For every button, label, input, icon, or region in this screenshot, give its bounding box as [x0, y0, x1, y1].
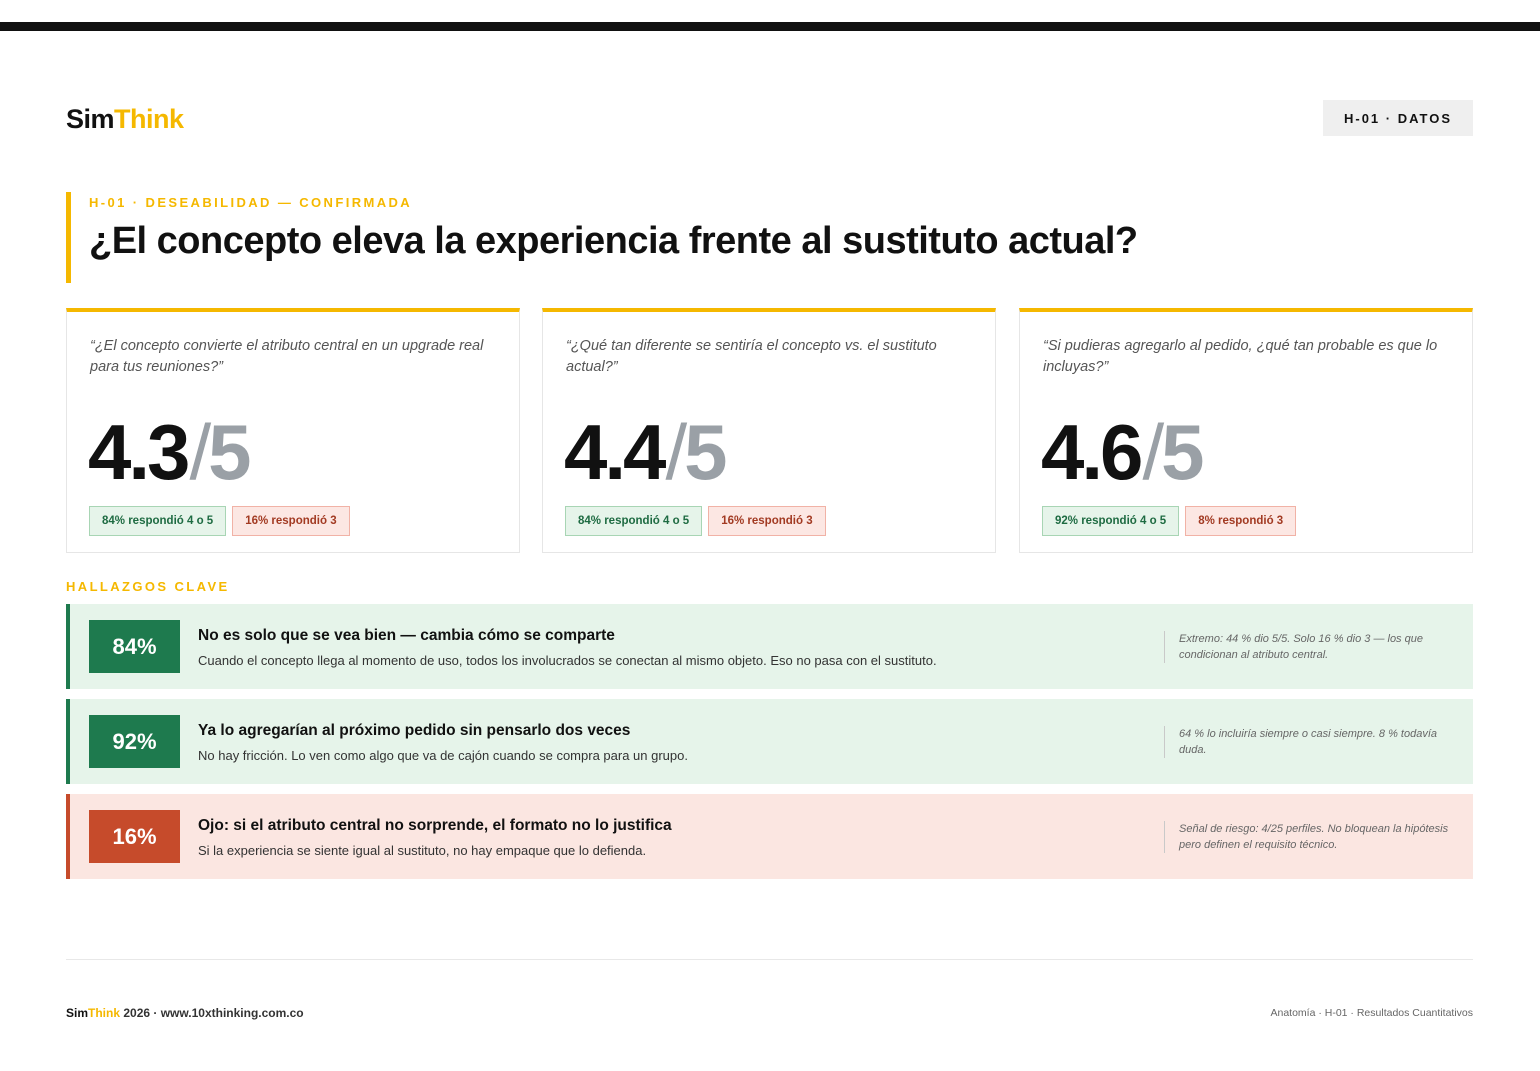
finding-title: No es solo que se vea bien — cambia cómo… [198, 627, 615, 644]
card-pills: 92% respondió 4 o 5 8% respondió 3 [1042, 506, 1297, 536]
card-score: 4.3/5 [88, 408, 252, 496]
logo-think: Think [114, 104, 184, 134]
finding-note: 64 % lo incluiría siempre o casi siempre… [1164, 726, 1454, 758]
metric-card-1: “¿El concepto convierte el atributo cent… [66, 308, 520, 553]
score-value: 4.3 [88, 408, 190, 496]
card-pills: 84% respondió 4 o 5 16% respondió 3 [89, 506, 350, 536]
score-slash: / [665, 408, 687, 496]
finding-description: No hay fricción. Lo ven como algo que va… [198, 748, 688, 763]
footer-brand-sim: Sim [66, 1006, 89, 1020]
top-bar [0, 22, 1540, 31]
card-question: “¿Qué tan diferente se sentiría el conce… [566, 338, 937, 375]
card-score: 4.4/5 [564, 408, 728, 496]
card-pills: 84% respondió 4 o 5 16% respondió 3 [565, 506, 826, 536]
footer-divider [66, 959, 1473, 960]
score-max: 5 [1161, 408, 1204, 496]
positive-pill: 92% respondió 4 o 5 [1042, 506, 1180, 536]
finding-description: Si la experiencia se siente igual al sus… [198, 843, 647, 858]
negative-pill: 16% respondió 3 [708, 506, 826, 536]
footer-brand: SimThink 2026 · www.10xthinking.com.co [66, 1006, 304, 1020]
footer-page-info: Anatomía · H-01 · Resultados Cuantitativ… [1270, 1007, 1473, 1019]
positive-pill: 84% respondió 4 o 5 [89, 506, 227, 536]
finding-row-2: 92% Ya lo agregarían al próximo pedido s… [66, 699, 1473, 784]
positive-pill: 84% respondió 4 o 5 [565, 506, 703, 536]
finding-title: Ya lo agregarían al próximo pedido sin p… [198, 722, 631, 739]
findings-label: HALLAZGOS CLAVE [66, 579, 230, 594]
metric-card-3: “Si pudieras agregarlo al pedido, ¿qué t… [1019, 308, 1473, 553]
negative-pill: 8% respondió 3 [1185, 506, 1297, 536]
finding-badge: 16% [89, 810, 180, 863]
section-tag: H-01 · DATOS [1323, 100, 1473, 136]
score-max: 5 [208, 408, 251, 496]
finding-title: Ojo: si el atributo central no sorprende… [198, 817, 672, 834]
score-slash: / [1142, 408, 1164, 496]
score-value: 4.4 [564, 408, 666, 496]
finding-note: Extremo: 44 % dio 5/5. Solo 16 % dio 3 —… [1164, 631, 1454, 663]
finding-badge: 84% [89, 620, 180, 673]
logo: SimThink [66, 104, 184, 134]
finding-row-1: 84% No es solo que se vea bien — cambia … [66, 604, 1473, 689]
footer-brand-think: Think [88, 1006, 121, 1020]
score-value: 4.6 [1041, 408, 1143, 496]
card-score: 4.6/5 [1041, 408, 1205, 496]
negative-pill: 16% respondió 3 [232, 506, 350, 536]
score-max: 5 [684, 408, 727, 496]
page-title: ¿El concepto eleva la experiencia frente… [89, 220, 1138, 262]
logo-sim: Sim [66, 104, 115, 134]
score-slash: / [189, 408, 211, 496]
finding-badge: 92% [89, 715, 180, 768]
heading-block: H-01 · DESEABILIDAD — CONFIRMADA ¿El con… [66, 192, 1466, 283]
card-question: “¿El concepto convierte el atributo cent… [90, 338, 484, 375]
finding-description: Cuando el concepto llega al momento de u… [198, 653, 937, 668]
card-question: “Si pudieras agregarlo al pedido, ¿qué t… [1043, 338, 1438, 375]
finding-row-3: 16% Ojo: si el atributo central no sorpr… [66, 794, 1473, 879]
finding-note: Señal de riesgo: 4/25 perfiles. No bloqu… [1164, 821, 1454, 853]
eyebrow: H-01 · DESEABILIDAD — CONFIRMADA [89, 195, 413, 210]
metric-card-2: “¿Qué tan diferente se sentiría el conce… [542, 308, 996, 553]
footer-brand-rest: 2026 · www.10xthinking.com.co [120, 1006, 304, 1020]
